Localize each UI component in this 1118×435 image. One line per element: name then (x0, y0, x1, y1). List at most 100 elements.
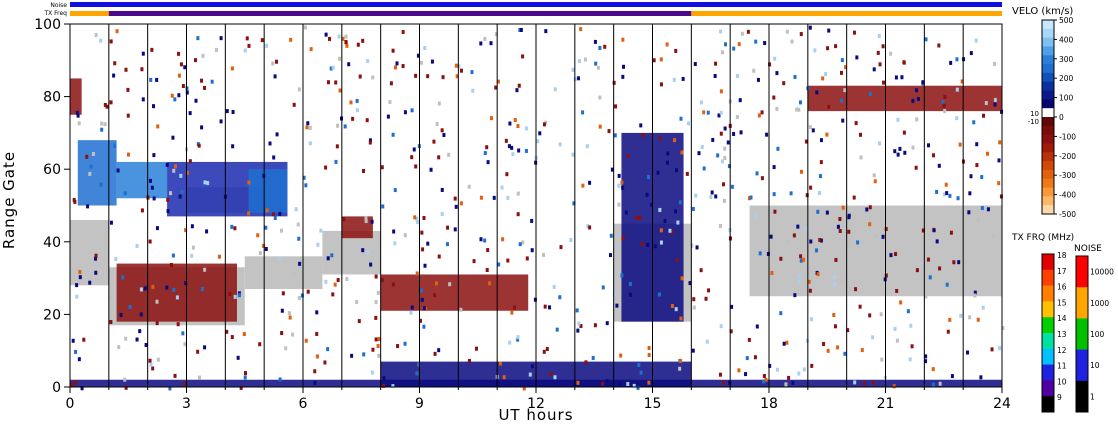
scatter-point (818, 238, 822, 243)
velocity-colorbar-segment (1042, 20, 1054, 30)
scatter-point (351, 116, 355, 121)
scatter-point (692, 297, 696, 302)
scatter-point (77, 121, 81, 126)
scatter-point (382, 375, 386, 380)
scatter-point (489, 116, 493, 121)
scatter-point (663, 218, 667, 223)
scatter-point (984, 101, 988, 106)
scatter-point (797, 107, 801, 112)
scatter-point (672, 77, 676, 82)
scatter-point (366, 250, 370, 255)
x-tick-label: 0 (66, 396, 75, 412)
scatter-point (762, 374, 766, 379)
scatter-point (975, 163, 979, 168)
scatter-point (879, 312, 883, 317)
scatter-point (949, 230, 953, 235)
scatter-point (719, 29, 723, 34)
scatter-point (768, 363, 772, 368)
scatter-point (990, 347, 994, 352)
scatter-point (825, 132, 829, 137)
scatter-point (278, 211, 282, 216)
scatter-point (440, 128, 444, 133)
scatter-point (437, 101, 441, 106)
scatter-point (650, 202, 654, 207)
scatter-point (779, 311, 783, 316)
scatter-point (735, 114, 739, 119)
scatter-point (345, 43, 349, 48)
scatter-point (790, 39, 794, 44)
velocity-colorbar-segment (1042, 37, 1054, 47)
scatter-point (410, 305, 414, 310)
scatter-point (183, 381, 187, 386)
scatter-point (998, 140, 1002, 145)
scatter-point (789, 191, 793, 196)
scatter-point (141, 97, 145, 102)
txfreq-colorbar (1041, 253, 1055, 413)
scatter-point (588, 225, 592, 230)
scatter-point (894, 252, 898, 257)
scatter-point (140, 67, 144, 72)
scatter-point (291, 332, 295, 337)
scatter-point (605, 321, 609, 326)
scatter-point (180, 189, 184, 194)
scatter-point (902, 60, 906, 65)
scatter-point (840, 98, 844, 103)
scatter-point (200, 287, 204, 292)
scatter-point (479, 195, 483, 200)
scatter-point (628, 292, 632, 297)
scatter-point (200, 78, 204, 83)
scatter-point (454, 204, 458, 209)
scatter-point (369, 262, 373, 267)
scatter-point (309, 47, 313, 52)
scatter-point (315, 354, 319, 359)
scatter-point (516, 124, 520, 129)
scatter-point (420, 297, 424, 302)
scatter-point (665, 42, 669, 47)
scatter-point (694, 193, 698, 198)
y-tick-label: 60 (43, 162, 61, 178)
scatter-point (533, 297, 537, 302)
velocity-region-16 (807, 85, 1002, 112)
velocity-colorbar-segment (1042, 117, 1054, 127)
scatter-point (498, 361, 502, 366)
scatter-point (764, 377, 768, 382)
scatter-point (418, 318, 422, 323)
scatter-point (674, 168, 678, 173)
x-tick-label: 9 (415, 396, 424, 412)
scatter-point (896, 152, 900, 157)
scatter-point (832, 313, 836, 318)
scatter-point (143, 286, 147, 291)
scatter-point (679, 316, 683, 321)
scatter-point (889, 51, 893, 56)
scatter-point (113, 143, 117, 148)
scatter-point (607, 129, 611, 134)
scatter-point (959, 313, 963, 318)
scatter-point (757, 113, 761, 118)
scatter-point (420, 230, 424, 235)
scatter-point (944, 182, 948, 187)
scatter-point (219, 36, 223, 41)
scatter-point (935, 239, 939, 244)
scatter-point (306, 289, 310, 294)
txfreq-colorbar-segment (1042, 364, 1054, 381)
scatter-point (791, 380, 795, 385)
scatter-point (898, 146, 902, 151)
scatter-point (868, 313, 872, 318)
scatter-point (804, 226, 808, 231)
scatter-point (206, 180, 210, 185)
scatter-point (109, 100, 113, 105)
scatter-point (596, 65, 600, 70)
scatter-point (626, 153, 630, 158)
scatter-point (496, 79, 500, 84)
scatter-point (347, 62, 351, 67)
velocity-colorbar-segment (1042, 134, 1054, 144)
velocity-tick-label: 100 (1059, 94, 1074, 103)
scatter-point (552, 284, 556, 289)
scatter-point (868, 222, 872, 227)
scatter-point (144, 343, 148, 348)
scatter-point (459, 307, 463, 312)
scatter-point (396, 344, 400, 349)
scatter-point (593, 323, 597, 328)
scatter-point (942, 192, 946, 197)
scatter-point (946, 329, 950, 334)
